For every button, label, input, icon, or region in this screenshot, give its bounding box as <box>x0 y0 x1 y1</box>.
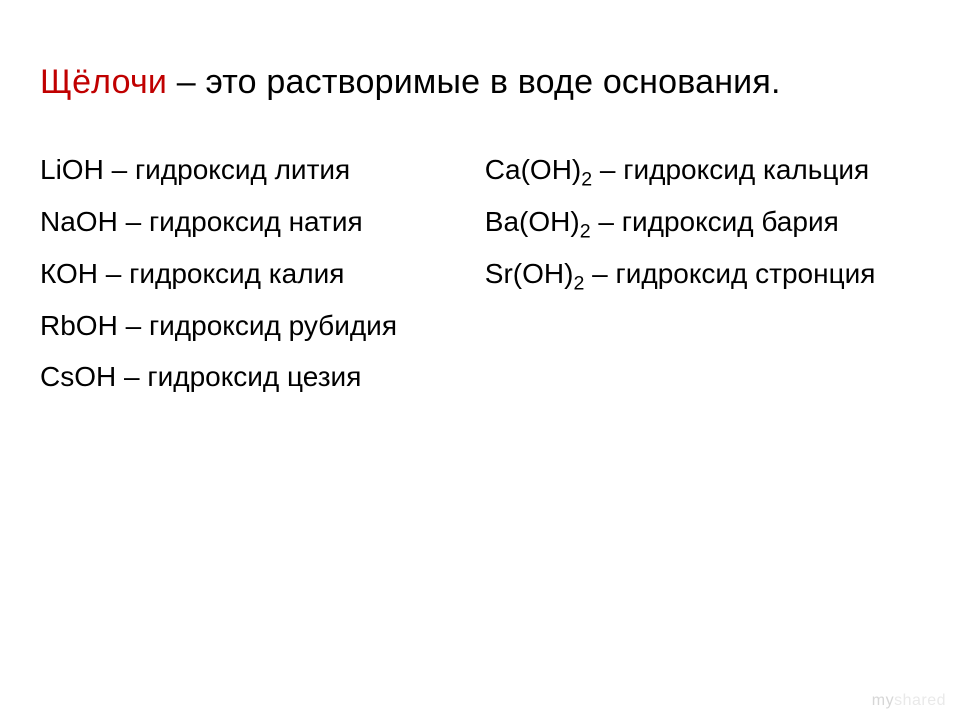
content-columns: LiOH – гидроксид литияNaOH – гидроксид н… <box>40 144 920 403</box>
compound-name: гидроксид кальция <box>623 154 869 185</box>
compound-entry: Ca(OH)2 – гидроксид кальция <box>485 144 925 196</box>
chemical-formula: Ca(OH)2 <box>485 154 592 185</box>
compound-entry: NaOH – гидроксид натия <box>40 196 445 248</box>
chemical-formula: RbOH <box>40 310 118 341</box>
heading-rest: – это растворимые в воде основания. <box>167 63 781 101</box>
chemical-formula: Sr(OH)2 <box>485 258 585 289</box>
compound-name: гидроксид калия <box>129 258 344 289</box>
compound-entry: Sr(OH)2 – гидроксид стронция <box>485 248 925 300</box>
compound-entry: Ba(OH)2 – гидроксид бария <box>485 196 925 248</box>
chemical-formula: CsOH <box>40 361 116 392</box>
left-column: LiOH – гидроксид литияNaOH – гидроксид н… <box>40 144 445 403</box>
compound-entry: RbOH – гидроксид рубидия <box>40 300 445 352</box>
watermark-part1: my <box>872 692 894 709</box>
watermark: myshared <box>872 692 946 710</box>
chemical-formula: LiOH <box>40 154 104 185</box>
chemical-formula: КОН <box>40 258 98 289</box>
compound-name: гидроксид цезия <box>147 361 361 392</box>
chemical-formula: NaOH <box>40 206 118 237</box>
compound-entry: CsOH – гидроксид цезия <box>40 351 445 403</box>
watermark-part2: shared <box>894 692 946 709</box>
slide-heading: Щёлочи – это растворимые в воде основани… <box>40 60 920 104</box>
compound-name: гидроксид лития <box>135 154 350 185</box>
compound-name: гидроксид рубидия <box>149 310 397 341</box>
compound-name: гидроксид стронция <box>616 258 876 289</box>
compound-entry: КОН – гидроксид калия <box>40 248 445 300</box>
right-column: Ca(OH)2 – гидроксид кальцияBa(OH)2 – гид… <box>485 144 925 403</box>
compound-name: гидроксид натия <box>149 206 363 237</box>
slide: Щёлочи – это растворимые в воде основани… <box>0 0 960 720</box>
chemical-formula: Ba(OH)2 <box>485 206 591 237</box>
compound-name: гидроксид бария <box>622 206 839 237</box>
compound-entry: LiOH – гидроксид лития <box>40 144 445 196</box>
heading-term: Щёлочи <box>40 63 167 101</box>
